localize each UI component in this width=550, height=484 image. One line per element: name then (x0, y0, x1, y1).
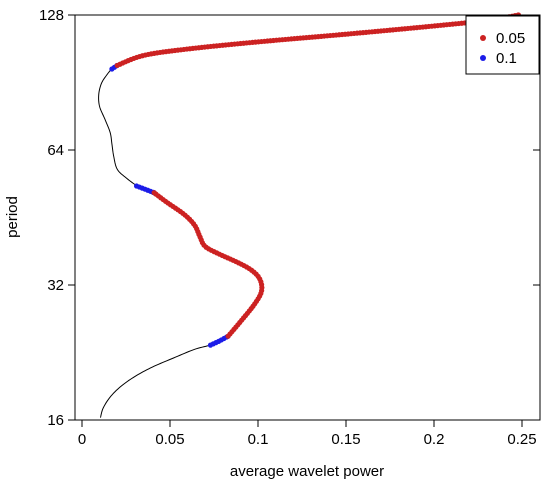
y-tick-label: 64 (47, 142, 64, 159)
x-axis-title: average wavelet power (230, 463, 384, 480)
legend: 0.05 0.1 (465, 15, 540, 75)
legend-marker-0.05 (480, 35, 486, 41)
x-tick-label: 0.2 (424, 431, 445, 448)
plot-frame (74, 14, 541, 421)
x-tick-label: 0 (78, 431, 86, 448)
legend-marker-0.1 (480, 55, 486, 61)
wavelet-power-line (98, 14, 519, 418)
y-tick-label: 16 (47, 412, 64, 429)
legend-label-0.05: 0.05 (496, 30, 525, 47)
chart-marks (98, 12, 522, 418)
legend-label-0.1: 0.1 (496, 50, 517, 67)
chart-axes: 0 0.05 0.1 0.15 0.2 0.25 16 32 64 128 (39, 7, 540, 448)
x-tick-label: 0.25 (507, 431, 536, 448)
legend-box (465, 15, 540, 75)
significance-point-0.05 (151, 190, 157, 196)
y-tick-label: 128 (39, 7, 64, 24)
x-tick-label: 0.15 (331, 431, 360, 448)
y-axis-title: period (4, 196, 21, 238)
x-tick-label: 0.05 (155, 431, 184, 448)
y-tick-label: 32 (47, 277, 64, 294)
x-tick-label: 0.1 (248, 431, 269, 448)
